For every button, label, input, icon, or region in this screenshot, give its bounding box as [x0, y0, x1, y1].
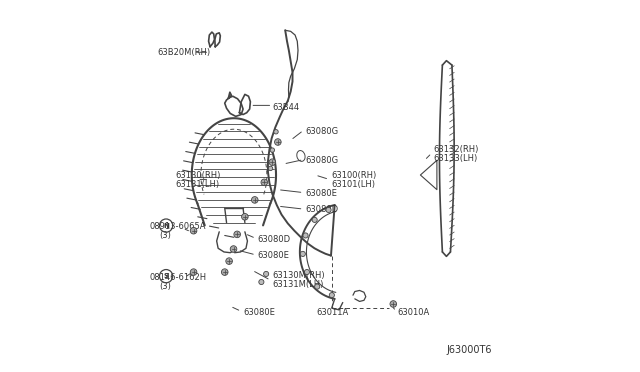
Text: 63080G: 63080G [305, 126, 339, 135]
Text: J63000T6: J63000T6 [447, 344, 492, 355]
Circle shape [305, 269, 310, 275]
Circle shape [300, 251, 305, 256]
Text: 63080D: 63080D [305, 205, 339, 214]
Text: 63131M(LH): 63131M(LH) [273, 280, 324, 289]
Text: 63B20M(RH): 63B20M(RH) [157, 48, 210, 57]
Circle shape [326, 207, 331, 212]
Circle shape [264, 272, 269, 276]
Text: 63101(LH): 63101(LH) [331, 180, 375, 189]
Text: 63080D: 63080D [258, 235, 291, 244]
Circle shape [261, 179, 268, 186]
Circle shape [230, 246, 237, 252]
Circle shape [303, 233, 308, 238]
Circle shape [234, 231, 241, 238]
Text: 08913-6065A: 08913-6065A [150, 222, 206, 231]
Text: 63133(LH): 63133(LH) [433, 154, 478, 163]
Circle shape [274, 129, 278, 134]
Text: 63080E: 63080E [243, 308, 275, 317]
Circle shape [270, 148, 275, 152]
Circle shape [252, 197, 258, 203]
Text: 63B44: 63B44 [273, 103, 300, 112]
Text: 63132(RH): 63132(RH) [433, 145, 479, 154]
Circle shape [259, 279, 264, 285]
Circle shape [221, 269, 228, 275]
Text: (3): (3) [159, 231, 171, 240]
Text: 63130(RH): 63130(RH) [175, 170, 221, 180]
Circle shape [268, 166, 273, 171]
Text: (3): (3) [159, 282, 171, 291]
Text: 63080E: 63080E [305, 189, 337, 198]
Circle shape [312, 217, 317, 222]
Text: S: S [164, 273, 168, 279]
Circle shape [329, 292, 335, 298]
Circle shape [190, 269, 197, 275]
Circle shape [190, 227, 197, 234]
Circle shape [390, 301, 397, 307]
Text: 08146-6162H: 08146-6162H [150, 273, 207, 282]
Text: 63080E: 63080E [258, 251, 289, 260]
Circle shape [226, 258, 232, 264]
Text: 63131(LH): 63131(LH) [175, 180, 220, 189]
Text: 63080G: 63080G [305, 156, 339, 165]
Text: N: N [163, 222, 169, 228]
Circle shape [315, 284, 320, 289]
Text: 63100(RH): 63100(RH) [331, 170, 376, 180]
Circle shape [269, 159, 276, 166]
Circle shape [241, 214, 248, 220]
Circle shape [275, 139, 281, 145]
Text: 63011A: 63011A [316, 308, 349, 317]
Text: 63130M(RH): 63130M(RH) [273, 271, 325, 280]
Text: 63010A: 63010A [397, 308, 429, 317]
